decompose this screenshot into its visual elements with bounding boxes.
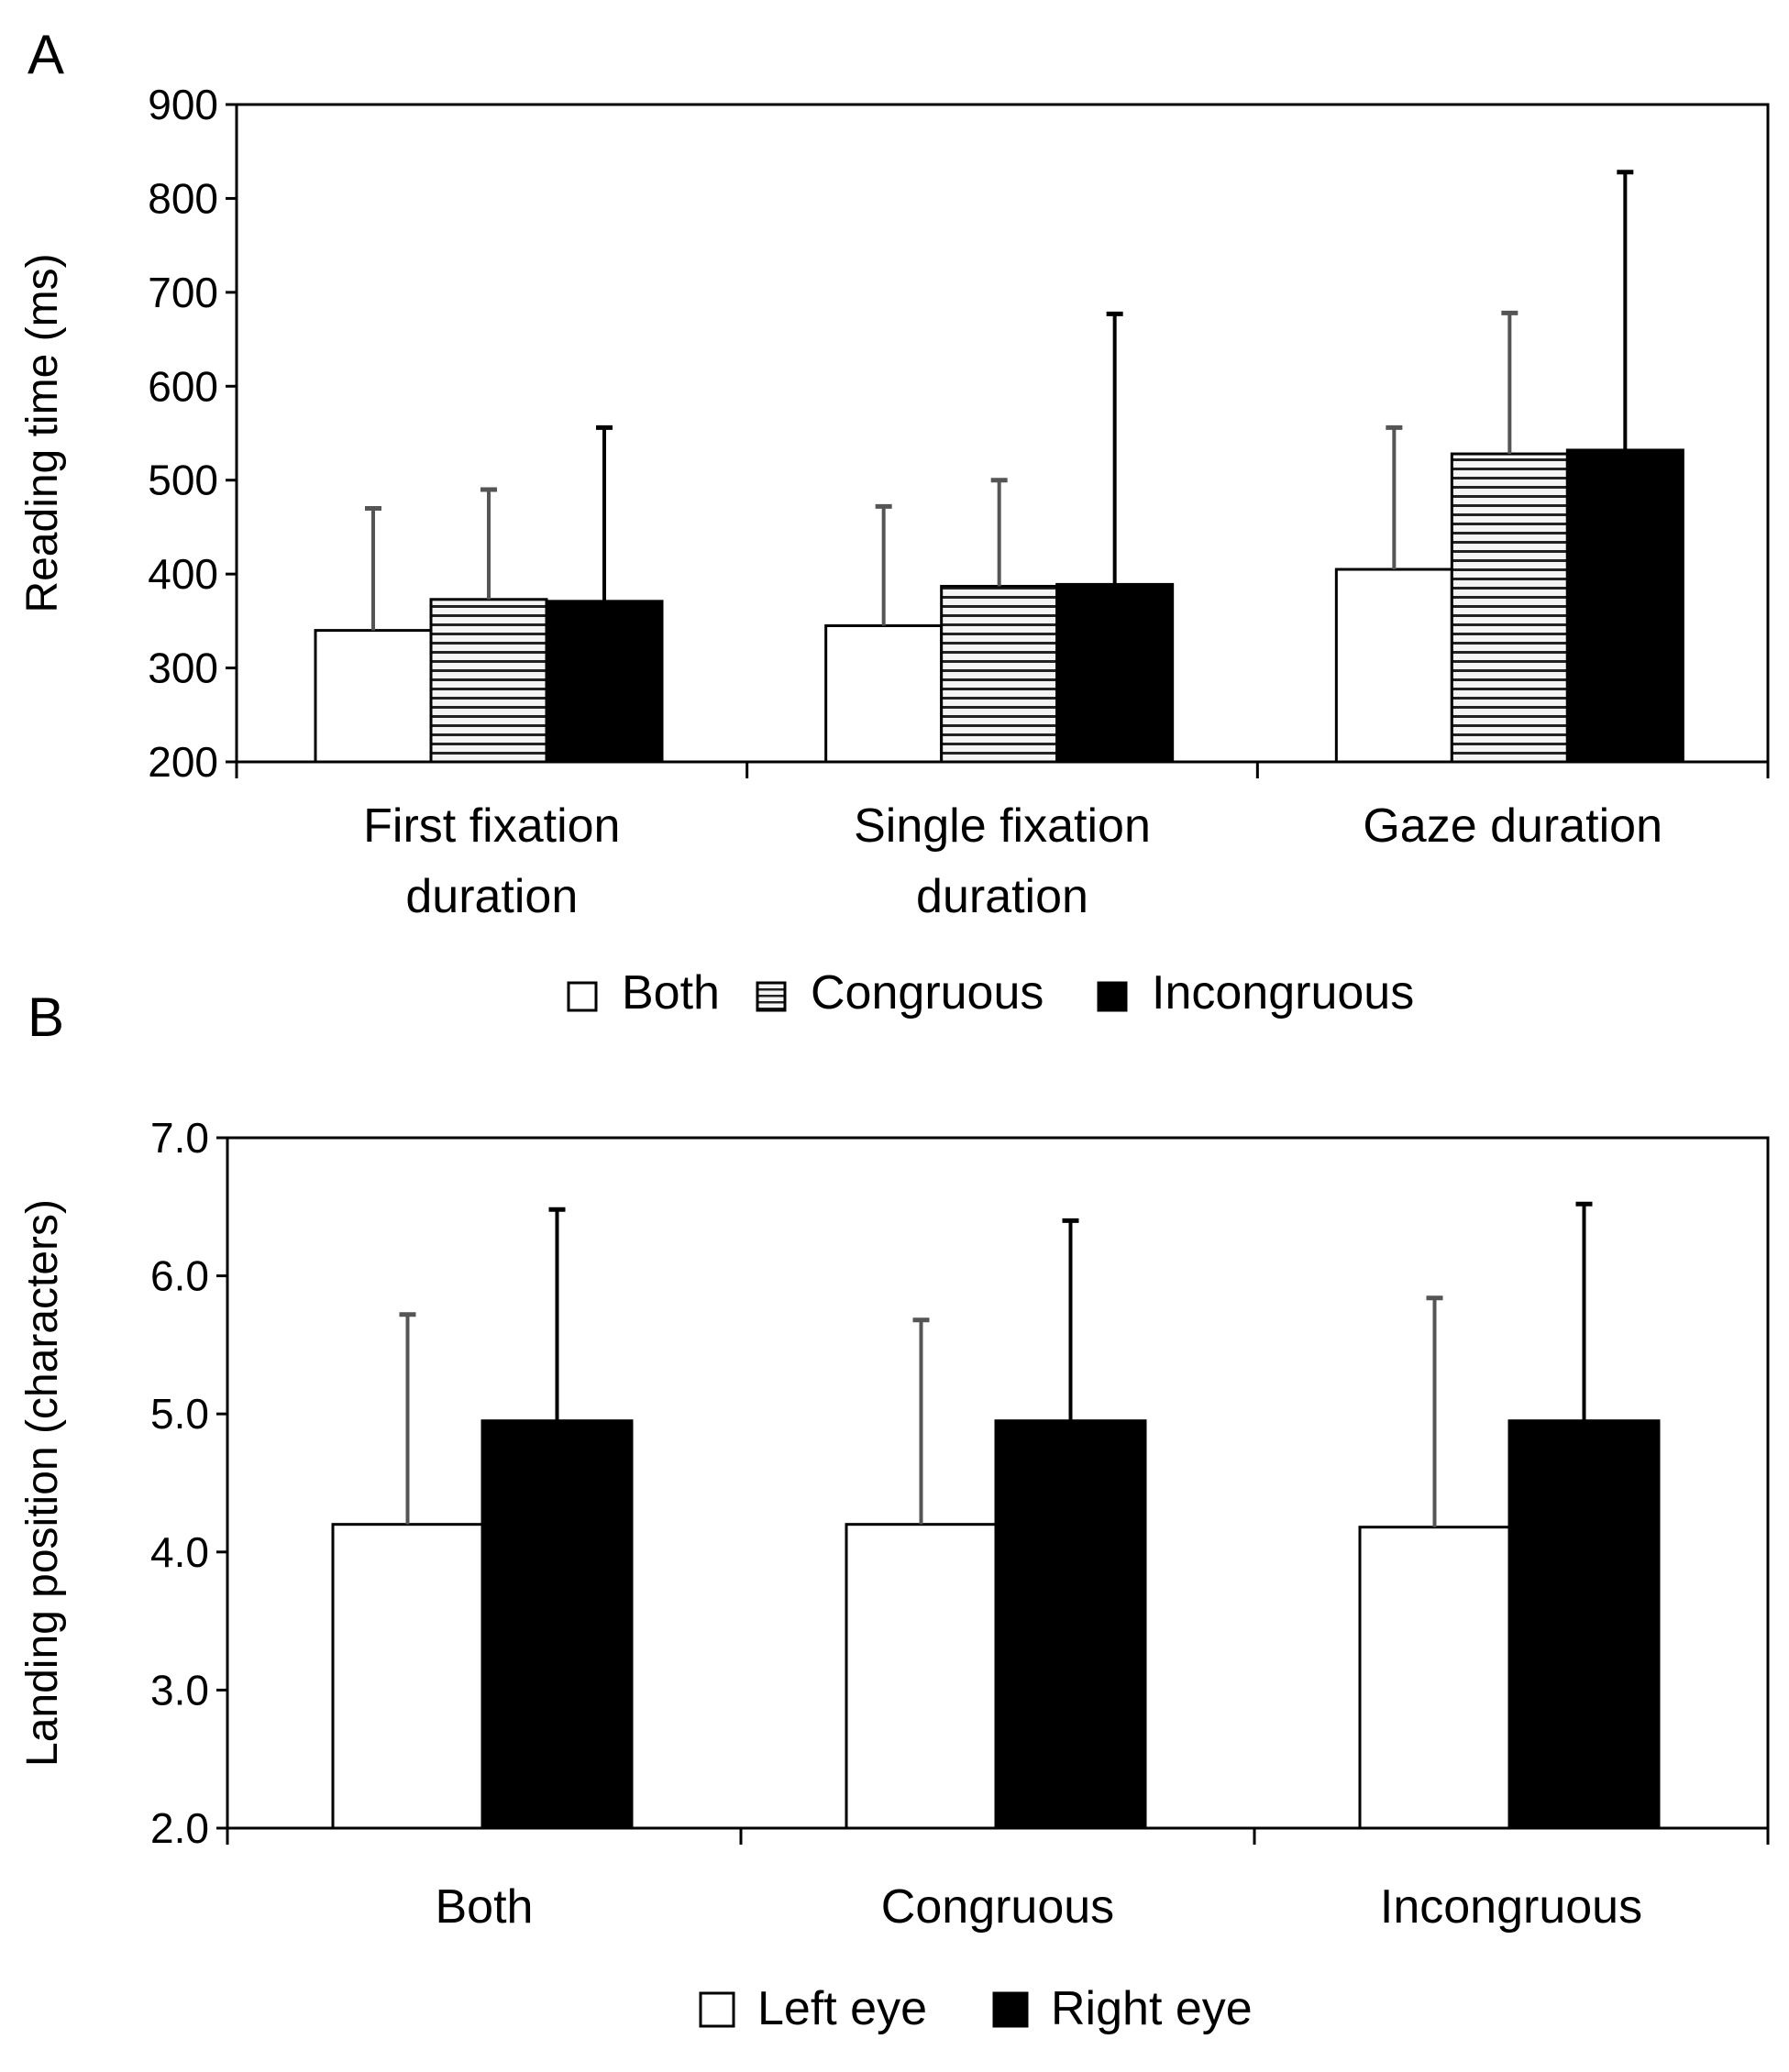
panel-a-letter: A <box>28 24 64 85</box>
panel-b-ytick-label: 4.0 <box>150 1528 209 1576</box>
panel-a-legend-swatch-incongruous <box>1097 981 1128 1012</box>
panel-b-legend-label: Right eye <box>1051 1982 1253 2035</box>
panel-b-bar-left-eye <box>331 1523 484 1830</box>
panel-a-ytick-label: 700 <box>148 269 218 316</box>
panel-b-category-label: Incongruous <box>1380 1880 1642 1934</box>
panel-a-category-label: Single fixation <box>854 799 1151 853</box>
panel-a-legend-label: Both <box>622 966 720 1019</box>
panel-a-bar-congruous <box>1450 452 1569 764</box>
panel-b-ylabel: Landing position (characters) <box>18 1199 67 1767</box>
panel-a-bar-both <box>314 629 433 764</box>
panel-a-ytick-label: 400 <box>148 550 218 598</box>
panel-a-ytick-label: 500 <box>148 457 218 504</box>
panel-b-ytick-label: 6.0 <box>150 1252 209 1300</box>
panel-b-letter: B <box>28 986 64 1048</box>
panel-a-legend-swatch-both <box>567 981 598 1012</box>
panel-a-bar-congruous <box>940 584 1059 764</box>
panel-a-bar-incongruous <box>1565 448 1684 764</box>
panel-a-ytick-label: 600 <box>148 362 218 410</box>
panel-a-ytick-label: 800 <box>148 174 218 222</box>
panel-a-bar-incongruous <box>1055 582 1175 764</box>
panel-b-bar-right-eye <box>994 1419 1147 1830</box>
panel-a-ytick-label: 300 <box>148 645 218 692</box>
panel-b-bar-left-eye <box>845 1523 998 1830</box>
panel-b-ytick-label: 7.0 <box>150 1114 209 1162</box>
panel-b-legend-swatch-left-eye <box>699 1991 735 2028</box>
panel-a-category-label: duration <box>405 870 578 923</box>
panel-a-bar-incongruous <box>545 600 664 764</box>
panel-b-ytick-label: 2.0 <box>150 1804 209 1852</box>
panel-b-chart: 2.0 3.0 4.0 5.0 6.0 7.0 Landing position (char… <box>18 1114 1770 2035</box>
panel-a-legend-label: Congruous <box>811 966 1044 1019</box>
panel-a-legend-swatch-congruous <box>756 981 787 1012</box>
panel-a-chart: 200 300 400 500 600 700 800 900 Reading time (ms… <box>18 81 1770 1019</box>
panel-b-ytick-label: 3.0 <box>150 1666 209 1714</box>
panel-b-bar-left-eye <box>1358 1526 1511 1830</box>
panel-b-bar-right-eye <box>480 1419 634 1830</box>
panel-a-category-label: First fixation <box>363 799 620 853</box>
panel-a-category-label: Gaze duration <box>1363 799 1662 853</box>
panel-a-bar-both <box>824 623 944 764</box>
panel-a-bar-congruous <box>429 598 548 764</box>
panel-b-category-label: Both <box>436 1880 534 1934</box>
panel-b-bar-right-eye <box>1507 1419 1661 1830</box>
panel-a-legend-label: Incongruous <box>1152 966 1414 1019</box>
panel-a-ylabel: Reading time (ms) <box>18 253 67 612</box>
panel-a-ytick-label: 200 <box>148 738 218 786</box>
panel-a-category-label: duration <box>916 870 1088 923</box>
panel-a-ytick-label: 900 <box>148 81 218 128</box>
panel-b-category-label: Congruous <box>881 1880 1114 1934</box>
panel-b-legend-label: Left eye <box>757 1982 927 2035</box>
panel-a-bar-both <box>1334 568 1453 764</box>
panel-b-legend-swatch-right-eye <box>992 1991 1029 2028</box>
panel-b-ytick-label: 5.0 <box>150 1390 209 1438</box>
